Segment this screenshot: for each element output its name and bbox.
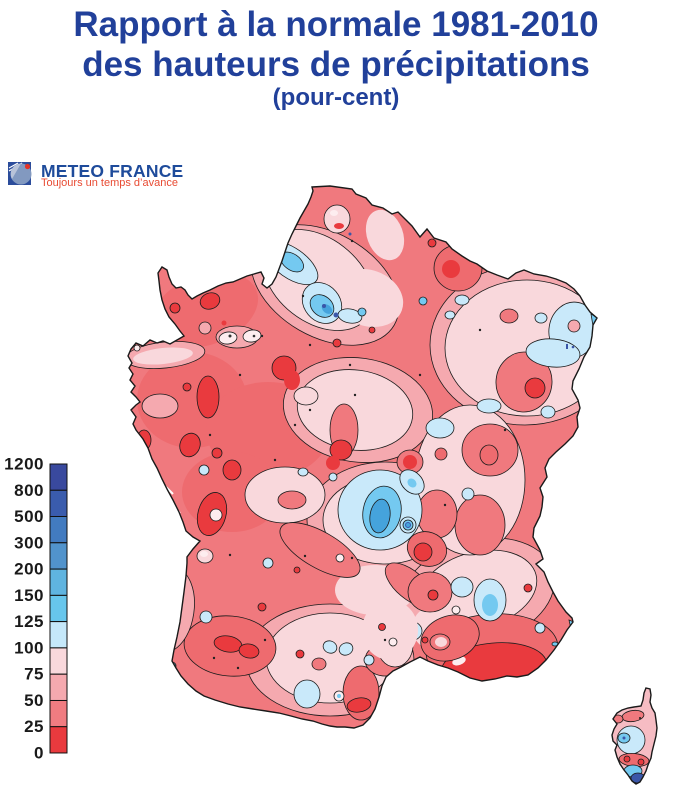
svg-text:800: 800 (14, 481, 44, 500)
svg-text:300: 300 (14, 533, 44, 552)
svg-text:25: 25 (24, 717, 44, 736)
svg-text:0: 0 (34, 744, 44, 763)
svg-text:50: 50 (24, 691, 44, 710)
svg-text:100: 100 (14, 638, 44, 657)
svg-text:200: 200 (14, 560, 44, 579)
svg-text:150: 150 (14, 586, 44, 605)
svg-text:125: 125 (14, 612, 44, 631)
svg-text:75: 75 (24, 665, 44, 684)
svg-text:1200: 1200 (4, 455, 44, 474)
svg-text:500: 500 (14, 507, 44, 526)
